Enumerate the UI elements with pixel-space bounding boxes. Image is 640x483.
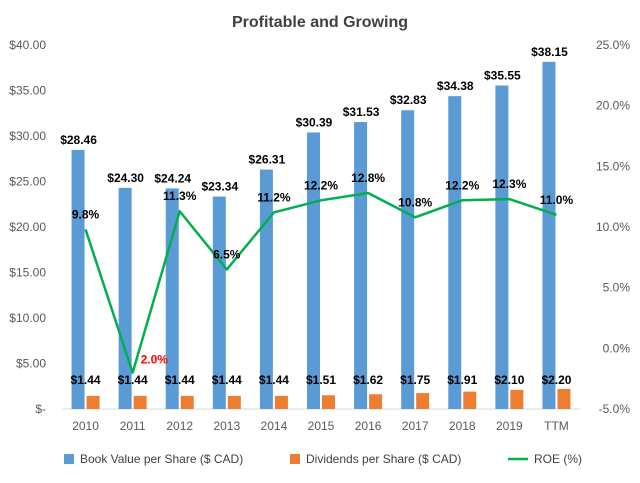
bar-dividends-label: $1.51 <box>306 373 336 387</box>
bar-book-value <box>542 61 556 410</box>
x-tick-label: 2017 <box>402 419 429 433</box>
bar-book-value <box>71 150 85 409</box>
bar-book-value <box>354 122 368 410</box>
bar-dividends <box>463 391 477 409</box>
bar-book-value <box>495 85 509 410</box>
bar-dividends <box>274 395 288 409</box>
bar-book-value <box>259 169 273 409</box>
bar-dividends <box>557 388 571 409</box>
bar-dividends <box>180 395 194 409</box>
legend-label-dividends: Dividends per Share ($ CAD) <box>306 452 461 466</box>
y-right-tick-label: 15.0% <box>596 159 630 173</box>
bar-book-value <box>307 132 320 410</box>
roe-point-label: 2.0% <box>141 353 169 367</box>
x-tick-label: 2016 <box>355 419 382 433</box>
bar-dividends-label: $2.10 <box>494 373 524 387</box>
bar-book-value-label: $28.46 <box>60 133 97 147</box>
bar-book-value <box>401 110 415 409</box>
bar-dividends <box>227 395 241 409</box>
x-tick-label: 2015 <box>308 419 335 433</box>
bar-book-value-label: $38.15 <box>531 45 568 59</box>
roe-point-label: 9.8% <box>72 207 100 221</box>
legend-label-roe: ROE (%) <box>534 452 582 466</box>
bar-book-value-label: $24.30 <box>107 171 144 185</box>
roe-point-label: 12.3% <box>492 177 526 191</box>
y-left-tick-label: $25.00 <box>9 175 46 189</box>
bar-dividends <box>86 395 100 409</box>
y-right-tick-label: -5.0% <box>599 402 631 416</box>
y-right-tick-label: 10.0% <box>596 220 630 234</box>
x-tick-label: 2011 <box>120 419 146 433</box>
bar-book-value-label: $24.24 <box>154 171 191 185</box>
y-left-tick-label: $5.00 <box>16 357 46 371</box>
y-right-tick-label: 5.0% <box>603 281 631 295</box>
y-right-tick-label: 0.0% <box>603 341 631 355</box>
bar-book-value <box>118 187 132 409</box>
bar-dividends-label: $1.44 <box>259 373 289 387</box>
y-left-tick-label: $30.00 <box>9 129 46 143</box>
bar-dividends <box>416 393 430 409</box>
y-left-tick-label: $15.00 <box>9 266 46 280</box>
x-tick-label: 2012 <box>166 419 193 433</box>
x-tick-label: 2014 <box>261 419 288 433</box>
y-right-tick-label: 25.0% <box>596 38 630 52</box>
roe-point-label: 10.8% <box>398 195 432 209</box>
bar-book-value-label: $32.83 <box>390 93 427 107</box>
bar-dividends-label: $1.44 <box>71 373 101 387</box>
legend-swatch-book-value <box>64 454 74 464</box>
bar-dividends-label: $1.62 <box>353 373 383 387</box>
y-left-tick-label: $20.00 <box>9 220 46 234</box>
x-tick-label: TTM <box>544 419 569 433</box>
bar-book-value-label: $30.39 <box>296 115 333 129</box>
bar-dividends-label: $1.44 <box>118 373 148 387</box>
roe-point-label: 11.0% <box>540 193 574 207</box>
y-left-tick-label: $40.00 <box>9 38 46 52</box>
x-tick-label: 2013 <box>213 419 240 433</box>
roe-point-label: 12.2% <box>304 178 338 192</box>
legend-swatch-dividends <box>290 454 300 464</box>
roe-point-label: 11.2% <box>257 190 291 204</box>
chart-title: Profitable and Growing <box>232 14 408 31</box>
roe-point-label: 11.3% <box>163 189 197 203</box>
bar-dividends <box>369 394 383 409</box>
bar-book-value-label: $35.55 <box>484 68 521 82</box>
bar-book-value <box>165 188 179 409</box>
roe-line <box>84 191 557 374</box>
y-right-tick-label: 20.0% <box>596 99 630 113</box>
bar-book-value-label: $26.31 <box>249 153 286 167</box>
legend-label-book-value: Book Value per Share ($ CAD) <box>80 452 243 466</box>
x-tick-label: 2019 <box>496 419 523 433</box>
roe-point-label: 12.2% <box>445 178 479 192</box>
x-tick-label: 2018 <box>449 419 476 433</box>
bar-dividends-label: $1.44 <box>165 373 195 387</box>
y-left-tick-label: $35.00 <box>9 84 46 98</box>
y-left-tick-label: $- <box>35 402 46 416</box>
bar-dividends <box>510 389 524 409</box>
bar-book-value-label: $31.53 <box>343 105 380 119</box>
bar-dividends <box>322 395 335 409</box>
bar-book-value <box>448 96 462 409</box>
x-tick-label: 2010 <box>72 419 99 433</box>
bar-dividends-label: $1.75 <box>400 373 430 387</box>
bar-dividends-label: $2.20 <box>541 373 571 387</box>
bar-dividends <box>133 395 147 409</box>
roe-point-label: 12.8% <box>351 171 385 185</box>
y-left-tick-label: $10.00 <box>9 311 46 325</box>
roe-point-label: 6.5% <box>213 247 241 261</box>
bar-book-value-label: $34.38 <box>437 79 474 93</box>
bar-dividends-label: $1.91 <box>447 373 477 387</box>
bar-dividends-label: $1.44 <box>212 373 242 387</box>
bar-book-value-label: $23.34 <box>201 180 238 194</box>
bar-book-value <box>212 196 226 409</box>
